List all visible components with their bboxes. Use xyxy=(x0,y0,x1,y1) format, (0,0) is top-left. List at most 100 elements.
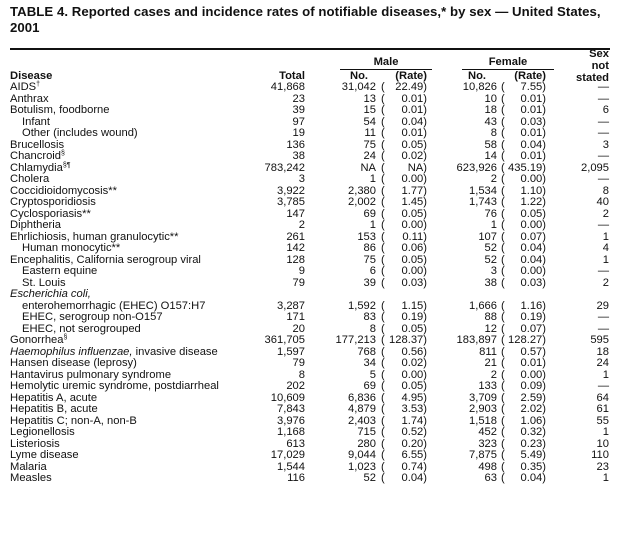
disease-name: Hepatitis A, acute xyxy=(10,392,97,405)
paren: ( xyxy=(501,437,505,450)
paren: ( xyxy=(381,115,385,128)
disease-name-text: St. Louis xyxy=(22,276,66,289)
total-cell: 19 xyxy=(292,127,305,139)
sex-not-stated-cell: — xyxy=(597,92,609,105)
disease-name: Legionellosis xyxy=(10,426,75,439)
male-rate-cell: 0.01) xyxy=(401,104,428,116)
female-rate-cell: 0.04) xyxy=(520,138,547,151)
sex-not-stated-cell: — xyxy=(597,150,609,162)
female-rate-cell: 0.01) xyxy=(520,104,547,116)
disease-name: Cholera xyxy=(10,173,49,186)
disease-name: Gonorrhea§ xyxy=(10,334,68,347)
disease-name-text: Diphtheria xyxy=(10,219,61,231)
male-no-cell: 52 xyxy=(363,472,376,484)
disease-name: Chancroid§ xyxy=(10,150,65,163)
paren: ( xyxy=(381,138,385,151)
male-no-cell: 280 xyxy=(357,437,376,450)
paren: ( xyxy=(381,161,385,174)
sex-not-stated-cell: 1 xyxy=(602,368,609,381)
female-no-cell: 52 xyxy=(484,253,497,266)
male-rate-cell: 6.55) xyxy=(401,449,428,461)
female-rate-cell: 0.01) xyxy=(520,150,547,162)
paren: ( xyxy=(381,357,385,369)
disease-name-text: Ehrlichiosis, human granulocytic** xyxy=(10,230,179,243)
table-row: Cholera 3 1 (0.00) 2 (0.00) — xyxy=(0,173,624,186)
female-rate-cell: 0.03) xyxy=(520,115,547,128)
female-rate-cell: 0.00) xyxy=(520,219,547,231)
total-cell: 97 xyxy=(292,115,305,128)
header-stated: stated xyxy=(576,72,609,84)
paren: ( xyxy=(501,311,505,323)
paren: ( xyxy=(381,472,385,484)
male-rate-cell: 0.02) xyxy=(401,150,428,162)
female-no-cell: 1,666 xyxy=(469,299,497,312)
male-no-cell: 6,836 xyxy=(348,391,376,404)
disease-name-text: invasive disease xyxy=(132,345,218,358)
disease-name: Cyclosporiasis** xyxy=(10,208,91,221)
female-no-cell: 7,875 xyxy=(469,449,497,461)
paren: ( xyxy=(381,127,385,139)
table-row: Legionellosis 1,168 715 (0.52) 452 (0.32) 1 xyxy=(0,426,624,439)
male-no-cell: 69 xyxy=(363,207,376,220)
footnote-mark: § xyxy=(63,334,68,341)
sex-not-stated-cell: 6 xyxy=(602,104,609,116)
male-rate-cell: 1.15) xyxy=(401,299,428,312)
sex-not-stated-cell: 2 xyxy=(602,276,609,289)
table-row: Chlamydia§¶ 783,242 NA (NA) 623,926 (435.19) 2… xyxy=(0,161,624,175)
paren: ( xyxy=(501,230,505,243)
male-no-cell: 1 xyxy=(369,173,376,185)
sex-not-stated-cell: 55 xyxy=(596,414,609,427)
male-rate-cell: 0.02) xyxy=(401,357,428,369)
paren: ( xyxy=(501,184,505,197)
paren: ( xyxy=(381,81,385,93)
table-row: Hemolytic uremic syndrome, postdiarrheal… xyxy=(0,380,624,393)
total-cell: 613 xyxy=(286,437,305,450)
female-rate-cell: 2.02) xyxy=(520,403,547,415)
female-no-cell: 3 xyxy=(490,265,497,277)
paren: ( xyxy=(381,92,385,105)
table-row: Anthrax 23 13 (0.01) 10 (0.01) — xyxy=(0,92,624,106)
sex-not-stated-cell: 40 xyxy=(596,196,609,208)
paren: ( xyxy=(381,219,385,231)
table-row: Listeriosis 613 280 (0.20) 323 (0.23) 10 xyxy=(0,437,624,451)
disease-name: Eastern equine xyxy=(22,265,97,278)
disease-name-text: Infant xyxy=(22,115,50,128)
male-rate-cell: 0.05) xyxy=(401,322,428,335)
sex-not-stated-cell: 4 xyxy=(602,242,609,254)
paren: ( xyxy=(501,150,505,162)
male-no-cell: 39 xyxy=(363,276,376,289)
disease-name: St. Louis xyxy=(22,276,66,290)
paren: ( xyxy=(381,184,385,197)
male-no-cell: 2,002 xyxy=(348,196,376,208)
paren: ( xyxy=(501,334,505,346)
female-no-cell: 183,897 xyxy=(456,334,497,346)
paren: ( xyxy=(501,161,505,174)
female-no-cell: 2 xyxy=(490,368,497,381)
female-rate-cell: 0.04) xyxy=(520,242,547,254)
sex-not-stated-cell: 61 xyxy=(596,403,609,415)
paren: ( xyxy=(501,426,505,438)
male-rate-cell: 3.53) xyxy=(401,403,428,415)
paren: ( xyxy=(381,242,385,254)
disease-name: Listeriosis xyxy=(10,438,60,451)
total-cell: 3 xyxy=(298,173,305,185)
paren: ( xyxy=(381,437,385,450)
disease-name-italic: Haemophilus influenzae, xyxy=(10,345,133,358)
paren: ( xyxy=(381,207,385,220)
disease-name: Botulism, foodborne xyxy=(10,104,110,117)
paren: ( xyxy=(381,230,385,243)
paren: ( xyxy=(501,219,505,231)
male-no-cell: 83 xyxy=(363,311,376,323)
table-row: EHEC, not serogrouped 20 8 (0.05) 12 (0.07) — xyxy=(0,322,624,336)
female-no-cell: 38 xyxy=(484,276,497,289)
disease-name: Chlamydia§¶ xyxy=(10,162,71,175)
sex-not-stated-cell: — xyxy=(597,81,609,93)
male-no-cell: 69 xyxy=(363,380,376,392)
male-no-cell: 2,380 xyxy=(348,184,376,197)
table-row: AIDS† 41,868 31,042 (22.49) 10,826 (7.55) — xyxy=(0,81,624,94)
disease-name-text: Hemolytic uremic syndrome, postdiarrheal xyxy=(10,380,219,392)
female-rate-cell: 0.04) xyxy=(520,253,547,266)
sex-not-stated-cell: 2 xyxy=(602,207,609,220)
paren: ( xyxy=(501,345,505,358)
paren: ( xyxy=(501,196,505,208)
